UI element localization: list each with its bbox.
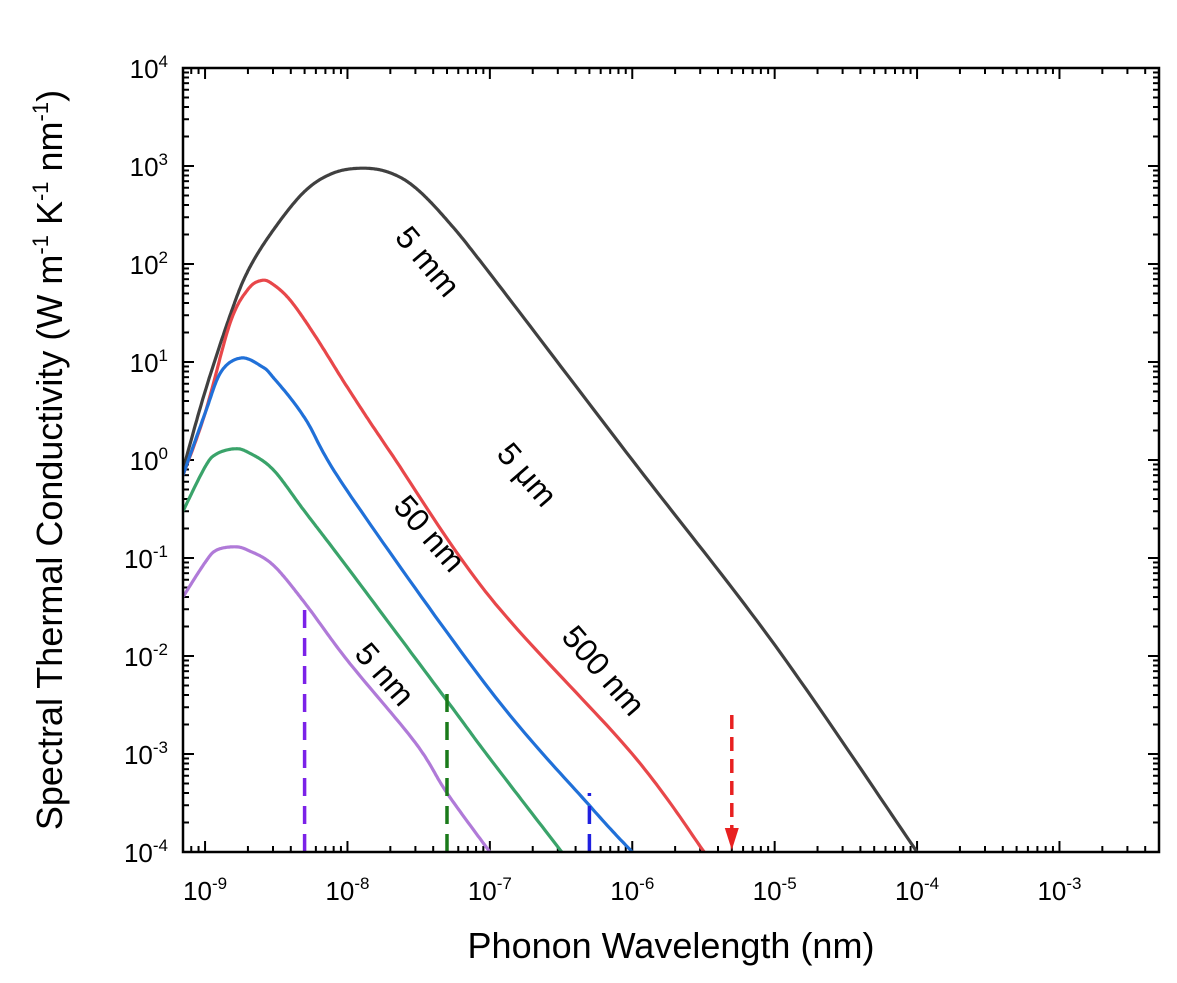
series-group (183, 166, 919, 852)
x-tick-label: 10-9 (183, 874, 227, 906)
x-tick-label: 10-6 (610, 874, 654, 906)
y-tick-label: 10-1 (124, 542, 168, 574)
x-axis-title: Phonon Wavelength (nm) (468, 925, 875, 966)
y-tick-label: 100 (130, 444, 168, 476)
marker-arrowhead (724, 828, 739, 850)
y-tick-label: 103 (130, 150, 168, 182)
x-tick-label: 10-3 (1037, 874, 1081, 906)
series-line-5-mm (183, 166, 919, 852)
y-axis-title: Spectral Thermal Conductivity (W m-1 K-1… (28, 90, 70, 830)
plot-frame (181, 66, 1161, 854)
x-tick-label: 10-5 (753, 874, 797, 906)
x-tick-label: 10-8 (325, 874, 369, 906)
x-tick-label: 10-4 (895, 874, 939, 906)
marker-group (302, 602, 739, 852)
series-line-5-nm (183, 545, 492, 852)
x-tick-label: 10-7 (468, 874, 512, 906)
series-line-50-nm (183, 447, 564, 852)
tick-labels: 10-9 10-8 10-7 10-6 10-5 10-4 10-3 10-4 10-3 10-2… (124, 52, 1082, 906)
y-tick-label: 10-4 (124, 836, 168, 868)
y-tick-label: 104 (130, 52, 168, 84)
y-tick-label: 10-2 (124, 640, 168, 672)
series-line-500-nm (183, 356, 634, 852)
y-tick-label: 10-3 (124, 738, 168, 770)
series-line-5-μm (183, 278, 706, 852)
y-tick-label: 102 (130, 248, 168, 280)
y-tick-label: 101 (130, 346, 168, 378)
